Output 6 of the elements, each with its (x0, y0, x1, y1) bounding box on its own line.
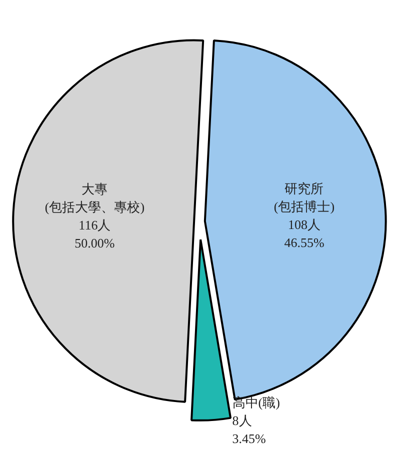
data-label: 108人 46.55% (284, 216, 324, 250)
data-label: 116人 50.00% (74, 218, 115, 251)
slice-label: 高中(職) (232, 394, 280, 410)
slice-label: 大專 (包括大學、專校) (44, 182, 145, 215)
slice-label: 研究所 (包括博士) (274, 180, 335, 214)
data-label: 8人 3.45% (232, 412, 266, 446)
